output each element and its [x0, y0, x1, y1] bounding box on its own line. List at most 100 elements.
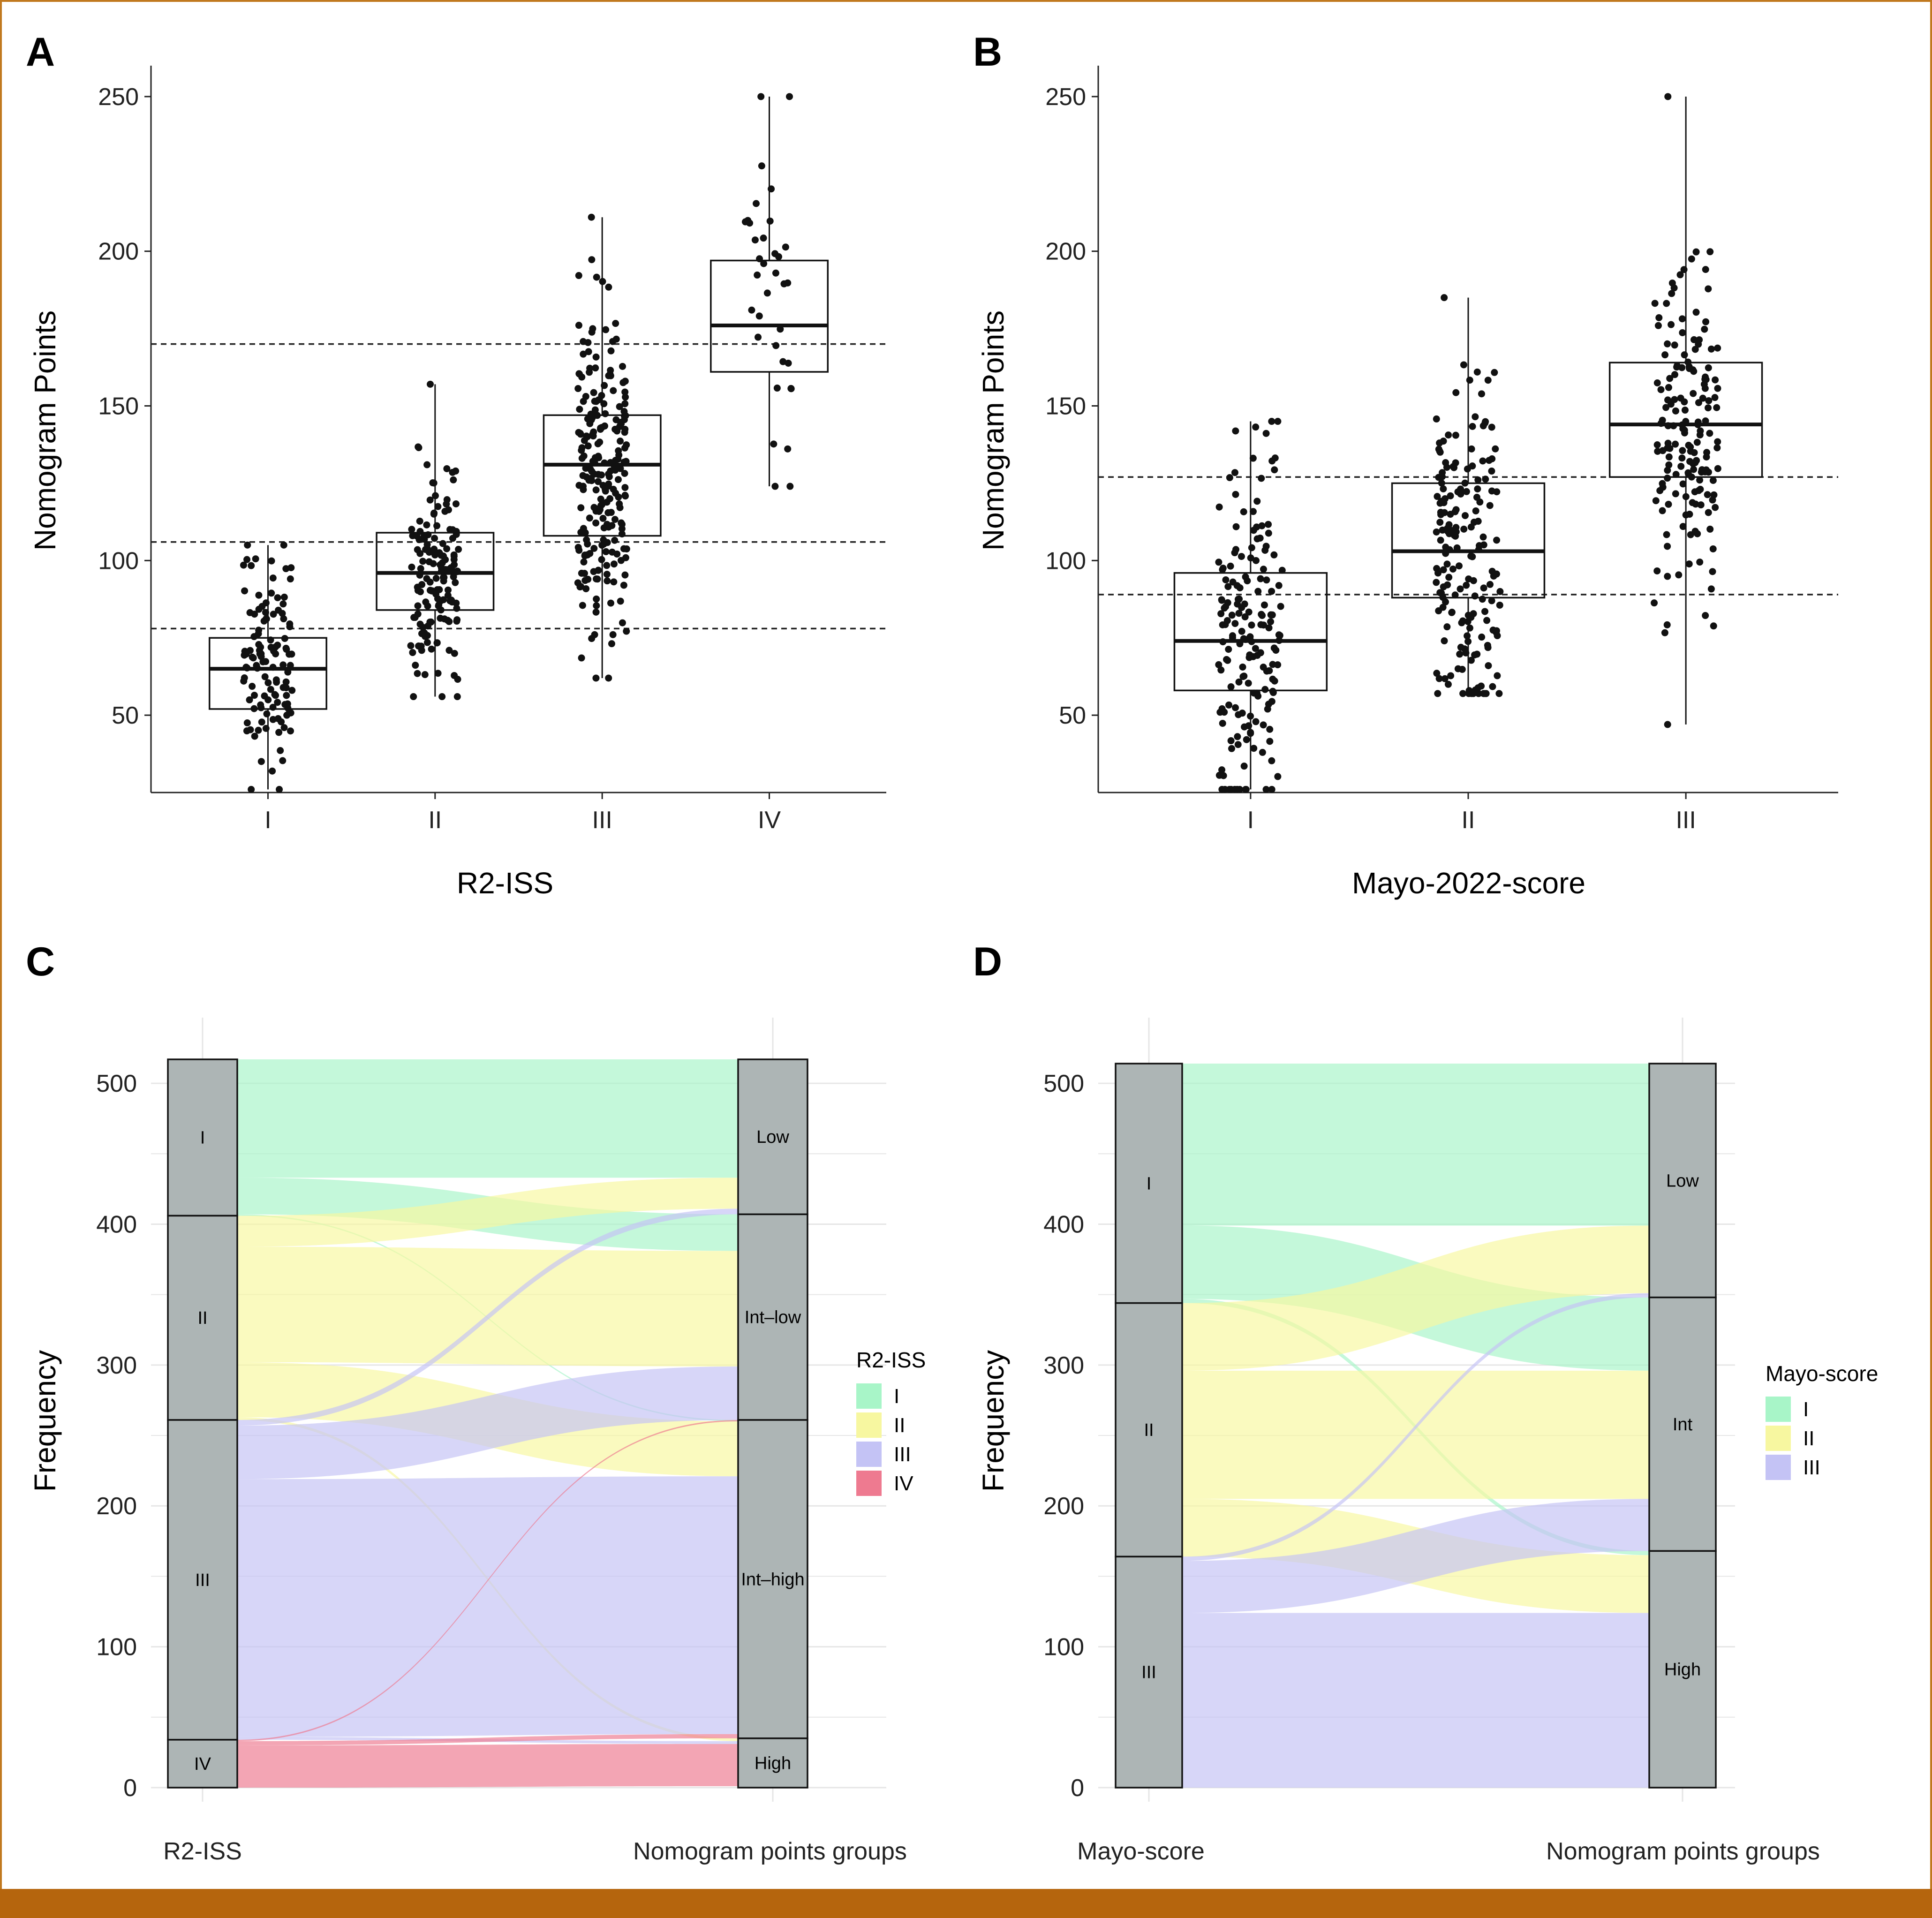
data-point [1665, 384, 1672, 391]
data-point [760, 234, 767, 242]
x-tick-label: IV [758, 807, 781, 834]
panel-d-legend-title: Mayo-score [1766, 1361, 1878, 1386]
data-point [1478, 634, 1486, 641]
data-point [451, 649, 458, 657]
data-point [622, 554, 629, 561]
data-point [755, 312, 763, 320]
y-tick-label: 150 [98, 393, 139, 420]
data-point [590, 544, 598, 552]
data-point [274, 699, 281, 706]
data-point [1266, 725, 1274, 733]
flow-band [237, 1744, 738, 1788]
data-point [1228, 612, 1236, 619]
data-point [1249, 454, 1257, 462]
data-point [1705, 404, 1712, 412]
data-point [1466, 377, 1473, 384]
data-point [1680, 266, 1688, 273]
flow-band [1182, 1293, 1649, 1561]
data-point [274, 594, 281, 602]
data-point [241, 587, 249, 595]
data-point [1224, 599, 1231, 606]
data-point [784, 445, 792, 453]
data-point [436, 549, 443, 557]
data-point [1695, 399, 1702, 407]
data-point [272, 650, 279, 657]
data-point [1459, 690, 1467, 697]
panel-b-y-title: Nomogram Points [976, 310, 1010, 551]
data-point [432, 574, 440, 582]
data-point [454, 676, 461, 683]
data-point [259, 658, 267, 665]
data-point [1469, 423, 1476, 430]
data-point [257, 701, 264, 709]
data-point [620, 458, 628, 466]
data-point [1677, 462, 1685, 470]
data-point [1215, 503, 1223, 511]
data-point [1694, 418, 1702, 426]
data-point [1686, 511, 1693, 518]
data-point [1482, 476, 1489, 483]
data-point [1247, 554, 1254, 562]
data-point [407, 642, 415, 649]
data-point [1274, 661, 1282, 669]
data-point [1447, 672, 1455, 680]
data-point [1433, 565, 1441, 572]
data-point [600, 536, 607, 544]
data-point [1461, 512, 1469, 519]
data-point [1478, 390, 1485, 398]
right-stratum-label: Int [1673, 1415, 1693, 1435]
data-point [1449, 565, 1457, 573]
data-point [1474, 476, 1482, 483]
data-point [1445, 431, 1452, 439]
panel-letter-b: B [973, 30, 1002, 75]
data-point [621, 388, 629, 396]
data-point [589, 325, 596, 332]
data-point [1439, 604, 1447, 611]
data-point [1482, 418, 1489, 425]
data-point [244, 541, 251, 549]
data-point [584, 415, 591, 423]
flow-band [237, 1476, 738, 1737]
data-point [614, 455, 622, 463]
data-point [1231, 620, 1239, 627]
data-point [1480, 584, 1487, 592]
data-point [1697, 485, 1704, 493]
data-point [1252, 718, 1260, 725]
data-point [452, 579, 459, 586]
data-point [453, 531, 460, 538]
data-point [1228, 745, 1235, 752]
y-tick-label: 250 [98, 83, 139, 111]
data-point [1652, 497, 1660, 505]
data-point [1455, 562, 1463, 570]
data-point [1706, 248, 1714, 256]
data-point [453, 604, 460, 612]
data-point [1240, 763, 1248, 770]
data-point [579, 472, 587, 479]
legend-label: IV [894, 1472, 913, 1495]
data-point [257, 758, 265, 765]
data-point [272, 643, 279, 651]
data-point [1678, 315, 1686, 323]
right-stratum-label: Int–high [741, 1570, 804, 1589]
right-stratum [737, 1213, 808, 1421]
data-point [255, 591, 263, 599]
data-point [272, 676, 280, 684]
data-point [1664, 396, 1672, 404]
data-point [1659, 480, 1666, 487]
data-point [1433, 670, 1441, 677]
data-point [1713, 444, 1721, 452]
data-point [599, 514, 607, 522]
data-point [1709, 477, 1717, 484]
data-point [1227, 562, 1234, 570]
data-point [415, 443, 422, 451]
data-point [1663, 531, 1670, 538]
data-point [1678, 364, 1686, 371]
data-point [1706, 430, 1713, 437]
data-point [1264, 705, 1271, 713]
data-point [1461, 479, 1469, 487]
data-point [618, 519, 625, 527]
data-point [418, 647, 425, 654]
data-point [1447, 492, 1454, 499]
data-point [1670, 422, 1677, 430]
data-point [580, 398, 587, 405]
